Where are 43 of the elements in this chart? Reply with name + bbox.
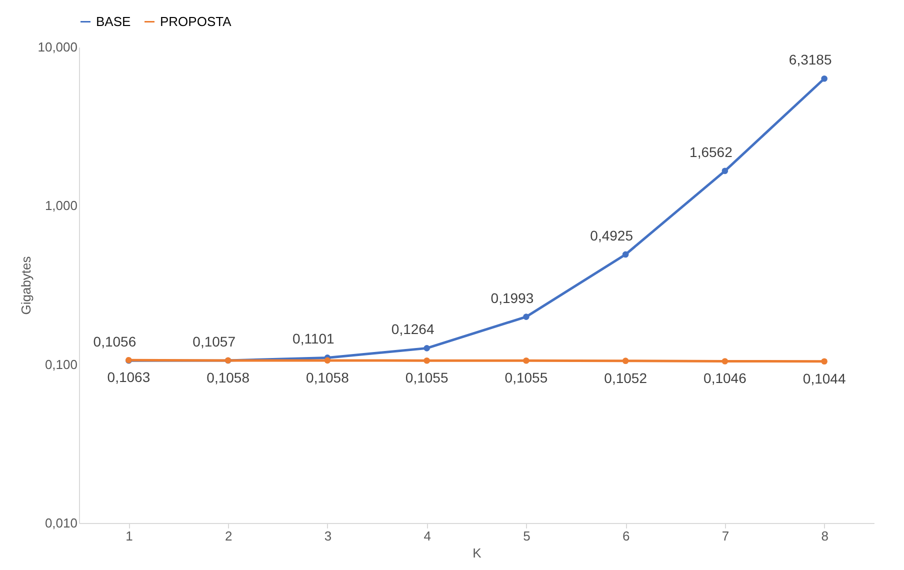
point [424,345,430,352]
data-label: 1,6562 [690,144,733,160]
data-label: 0,1058 [306,369,350,386]
data-label: 0,1052 [604,370,648,386]
x-tick-label: 6 [622,528,630,544]
y-tick-label: 10,000 [38,40,78,54]
data-label: 0,1044 [802,370,846,386]
legend-label: PROPOSTA [160,14,232,29]
point [821,75,828,82]
point [523,357,530,364]
point [324,357,331,364]
data-label: 0,1055 [405,370,448,386]
point [424,357,430,364]
data-label: 6,3185 [788,52,832,68]
point [821,358,828,365]
data-label: 0,1058 [206,369,250,386]
data-label: 0,1055 [504,370,548,386]
x-axis-title: K [472,546,482,560]
legend-label: BASE [96,14,132,29]
data-label: 0,1046 [704,370,747,386]
data-label: 0,1063 [107,369,150,386]
x-tick-label: 7 [722,528,730,544]
y-tick-label: 0,010 [44,516,78,530]
y-tick-label: 0,100 [44,356,78,372]
x-tick-label: 1 [126,528,133,544]
data-label: 0,1264 [391,321,434,338]
point [622,358,629,364]
point [622,251,629,258]
data-label: 0,4925 [590,227,634,244]
x-tick-label: 4 [424,528,431,544]
point [523,314,530,320]
x-tick-label: 2 [224,528,232,544]
x-tick-label: 3 [324,528,332,544]
y-axis-title: Gigabytes [18,256,34,315]
point [722,358,728,364]
data-label: 0,1101 [292,330,335,347]
data-label: 0,1993 [490,290,534,306]
data-label: 0,1057 [192,334,236,350]
data-label: 0,1056 [93,334,136,350]
x-tick-label: 5 [523,528,530,544]
y-tick-label: 1,000 [44,198,78,214]
point [722,168,728,174]
x-tick-label: 8 [821,528,828,544]
